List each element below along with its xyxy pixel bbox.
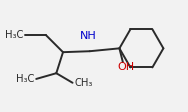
Text: OH: OH <box>118 62 135 72</box>
Text: CH₃: CH₃ <box>74 78 92 88</box>
Text: H₃C: H₃C <box>5 30 24 40</box>
Text: H₃C: H₃C <box>16 74 35 84</box>
Text: NH: NH <box>80 31 97 41</box>
